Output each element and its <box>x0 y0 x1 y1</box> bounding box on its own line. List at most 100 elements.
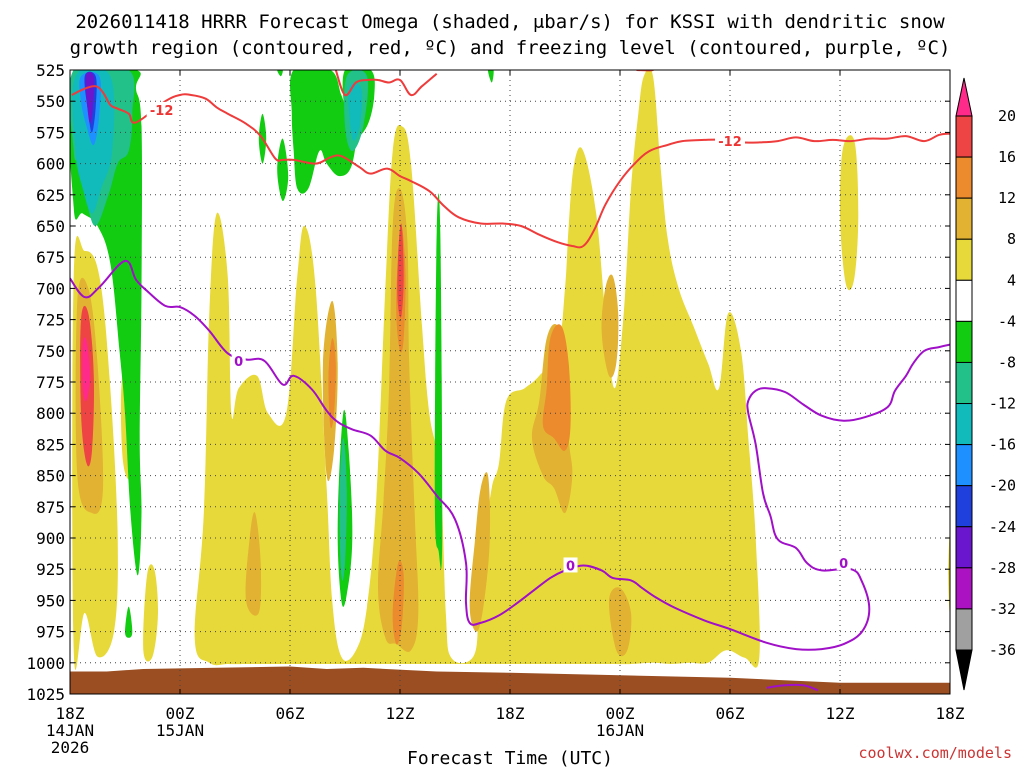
y-tick-label-700: 700 <box>36 279 65 298</box>
y-tick-label-600: 600 <box>36 155 65 174</box>
credit-text: coolwx.com/models <box>858 744 1012 762</box>
colorbar-box-10 <box>955 526 973 569</box>
omega-region-18 <box>392 560 404 645</box>
y-tick-label-825: 825 <box>36 435 65 454</box>
y-axis: 525 550 575 600 625 650 675 700 725 750 775 800 825 8… <box>26 61 950 704</box>
y-tick-label-750: 750 <box>36 342 65 361</box>
colorbar-label-2: 12 <box>998 189 1016 207</box>
colorbar-label-9: -20 <box>989 477 1016 495</box>
omega-region-17 <box>328 338 336 429</box>
omega-region-29 <box>487 70 494 83</box>
colorbar-box-2 <box>955 197 973 240</box>
contour-label-2: 0 <box>234 355 243 370</box>
x-tick-date-6: 15JAN <box>156 721 204 740</box>
colorbar-label-10: -24 <box>989 518 1016 536</box>
freezing-level-contour-low <box>766 683 819 692</box>
contour-label-bg-0 <box>146 101 177 117</box>
x-tick-label-24: 18Z <box>496 704 525 723</box>
omega-region-15 <box>601 274 619 378</box>
y-tick-label-850: 850 <box>36 467 65 486</box>
y-tick-label-975: 975 <box>36 623 65 642</box>
y-tick-label-925: 925 <box>36 560 65 579</box>
colorbar-label-3: 8 <box>1007 230 1016 248</box>
dgz-minus12-contour <box>71 85 950 249</box>
x-tick-year-0: 2026 <box>51 738 90 757</box>
omega-region-25 <box>277 138 289 202</box>
colorbar-box-3 <box>955 238 973 281</box>
grid-layer <box>70 70 950 694</box>
colorbar-label-1: 16 <box>998 148 1016 166</box>
freezing-level-contour <box>70 259 950 651</box>
colorbar-label-8: -16 <box>989 436 1016 454</box>
contour-label-1: -12 <box>718 135 742 150</box>
x-tick-label-12: 06Z <box>276 704 305 723</box>
x-tick-date-30: 16JAN <box>596 721 644 740</box>
y-tick-label-725: 725 <box>36 311 65 330</box>
colorbar: 20 16 12 8 4 -4 -8 -12 -16 -20 -24 -28 -32 -36 <box>955 77 1016 691</box>
plot-area <box>70 70 950 694</box>
contour-label-bg-3 <box>563 557 578 573</box>
x-tick-label-6: 00Z <box>166 704 195 723</box>
omega-region-27 <box>434 193 443 570</box>
colorbar-label-4: 4 <box>1007 271 1016 289</box>
omega-shading-layer <box>70 70 950 670</box>
y-tick-label-550: 550 <box>36 92 65 111</box>
x-tick-label-30: 00Z <box>606 704 635 723</box>
omega-region-11 <box>377 188 419 653</box>
x-axis-title: Forecast Time (UTC) <box>407 748 613 768</box>
colorbar-label-7: -12 <box>989 395 1016 413</box>
omega-region-38 <box>85 72 95 124</box>
omega-region-16 <box>542 324 571 451</box>
y-tick-label-625: 625 <box>36 186 65 205</box>
colorbar-box-9 <box>955 485 973 528</box>
contour-label-4: 0 <box>839 557 848 572</box>
chart-title: 2026011418 HRRR Forecast Omega (shaded, … <box>75 11 945 33</box>
y-tick-label-575: 575 <box>36 123 65 142</box>
colorbar-label-13: -36 <box>989 641 1016 659</box>
colorbar-label-0: 20 <box>998 107 1016 125</box>
colorbar-box-5 <box>955 320 973 363</box>
y-tick-label-650: 650 <box>36 217 65 236</box>
colorbar-box-1 <box>955 156 973 199</box>
contour-label-bg-2 <box>231 352 246 368</box>
colorbar-label-12: -32 <box>989 600 1016 618</box>
omega-region-4 <box>143 564 159 662</box>
x-tick-date-0: 14JAN <box>46 721 94 740</box>
omega-region-6 <box>194 70 760 668</box>
colorbar-box-0 <box>955 115 973 158</box>
omega-region-3 <box>82 337 91 402</box>
y-tick-label-525: 525 <box>36 61 65 80</box>
contour-label-3: 0 <box>566 559 575 574</box>
contour-label-0: -12 <box>150 104 174 119</box>
colorbar-box-12 <box>955 608 973 651</box>
x-tick-label-36: 06Z <box>716 704 745 723</box>
omega-region-7 <box>839 135 859 291</box>
y-tick-label-1025: 1025 <box>26 685 65 704</box>
omega-region-14 <box>608 587 632 657</box>
x-tick-label-48: 18Z <box>936 704 965 723</box>
colorbar-box-6 <box>955 361 973 405</box>
y-tick-label-1000: 1000 <box>26 654 65 673</box>
contour-label-bg-4 <box>836 554 851 570</box>
colorbar-top-arrow <box>955 77 973 117</box>
omega-region-35 <box>348 82 363 141</box>
x-tick-label-18: 12Z <box>386 704 415 723</box>
y-tick-label-800: 800 <box>36 404 65 423</box>
colorbar-box-8 <box>955 444 973 487</box>
y-tick-label-875: 875 <box>36 498 65 517</box>
x-tick-label-42: 12Z <box>826 704 855 723</box>
colorbar-label-11: -28 <box>989 559 1016 577</box>
colorbar-label-6: -8 <box>998 353 1016 371</box>
colorbar-label-5: -4 <box>998 312 1016 330</box>
dgz-upper-contour <box>334 70 438 97</box>
y-tick-label-775: 775 <box>36 373 65 392</box>
colorbar-box-11 <box>955 567 973 610</box>
contour-layer <box>70 70 950 692</box>
colorbar-box-4 <box>955 279 973 322</box>
colorbar-bottom-arrow <box>955 649 973 691</box>
y-tick-label-675: 675 <box>36 248 65 267</box>
colorbar-box-7 <box>955 403 973 446</box>
omega-region-12 <box>469 472 491 632</box>
